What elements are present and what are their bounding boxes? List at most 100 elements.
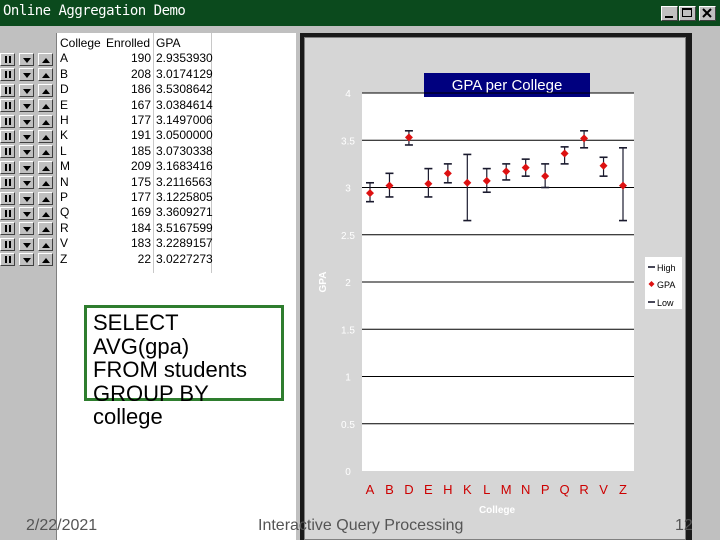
faster-button[interactable] [38, 53, 53, 66]
arrow-down-icon [23, 104, 31, 110]
faster-button[interactable] [38, 160, 53, 174]
slide-date: 2/22/2021 [26, 517, 98, 534]
faster-button[interactable] [38, 99, 53, 113]
row-control-group [0, 160, 56, 174]
arrow-down-icon [23, 58, 31, 63]
y-tick-label: 2.5 [341, 231, 355, 242]
cell-college: M [60, 159, 70, 174]
cell-college: K [60, 128, 69, 143]
faster-button[interactable] [38, 68, 53, 82]
faster-button[interactable] [38, 207, 53, 220]
arrow-up-icon [42, 119, 50, 125]
slower-button[interactable] [19, 130, 34, 143]
sql-query-box [84, 305, 284, 401]
pause-button[interactable] [0, 145, 15, 159]
cell-enrolled: 191 [130, 128, 151, 143]
gpa-point [443, 169, 452, 178]
cell-college: Z [60, 251, 68, 266]
pause-button[interactable] [0, 130, 15, 143]
cell-gpa: 3.0500000 [156, 128, 213, 143]
arrow-up-icon [42, 58, 50, 63]
close-button[interactable] [699, 6, 716, 21]
faster-button[interactable] [38, 237, 53, 251]
faster-button[interactable] [38, 130, 53, 143]
pause-button[interactable] [0, 99, 15, 113]
row-controls [0, 26, 56, 274]
arrow-down-icon [23, 258, 31, 264]
pause-button[interactable] [0, 191, 15, 205]
cell-enrolled: 184 [130, 220, 151, 235]
slower-button[interactable] [19, 68, 34, 82]
faster-button[interactable] [38, 145, 53, 159]
slower-button[interactable] [19, 237, 34, 251]
gpa-point [502, 167, 511, 176]
pause-button[interactable] [0, 83, 15, 97]
y-tick-label: 4 [345, 89, 351, 100]
faster-button[interactable] [38, 191, 53, 205]
slower-button[interactable] [19, 99, 34, 113]
pause-button[interactable] [0, 68, 15, 82]
cell-gpa: 3.5167599 [156, 220, 213, 235]
pause-icon [5, 179, 11, 187]
slower-button[interactable] [19, 83, 34, 97]
arrow-down-icon [23, 88, 31, 94]
pause-button[interactable] [0, 114, 15, 128]
x-tick-label: P [541, 482, 550, 497]
faster-button[interactable] [38, 83, 53, 97]
pause-button[interactable] [0, 253, 15, 267]
slower-button[interactable] [19, 53, 34, 66]
slower-button[interactable] [19, 253, 34, 267]
slower-button[interactable] [19, 145, 34, 159]
x-tick-label: M [501, 482, 512, 497]
header-gpa: GPA [156, 36, 181, 50]
pause-button[interactable] [0, 222, 15, 236]
cell-college: R [60, 220, 69, 235]
x-tick-label: K [463, 482, 472, 497]
pause-icon [5, 148, 11, 156]
table-row: V 183 3.2289157 [57, 236, 297, 251]
table-row: P 177 3.1225805 [57, 190, 297, 205]
maximize-button[interactable] [679, 6, 696, 21]
faster-button[interactable] [38, 176, 53, 190]
pause-button[interactable] [0, 160, 15, 174]
cell-enrolled: 22 [137, 251, 151, 266]
y-tick-label: 1 [345, 373, 351, 384]
y-tick-label: 0 [345, 467, 351, 478]
pause-button[interactable] [0, 176, 15, 190]
slower-button[interactable] [19, 114, 34, 128]
cell-gpa: 3.3609271 [156, 205, 213, 220]
pause-icon [5, 256, 11, 264]
legend-low-label: Low [657, 298, 674, 308]
pause-button[interactable] [0, 237, 15, 251]
faster-button[interactable] [38, 222, 53, 236]
arrow-down-icon [23, 150, 31, 156]
x-tick-label: A [366, 482, 375, 497]
slower-button[interactable] [19, 160, 34, 174]
gpa-point [560, 149, 569, 158]
arrow-down-icon [23, 227, 31, 233]
row-control-group [0, 130, 56, 143]
pause-button[interactable] [0, 207, 15, 220]
cell-college: D [60, 82, 69, 97]
legend-gpa-swatch [648, 281, 655, 287]
pause-button[interactable] [0, 53, 15, 66]
gpa-point [404, 133, 413, 142]
slower-button[interactable] [19, 191, 34, 205]
x-tick-label: N [521, 482, 530, 497]
slower-button[interactable] [19, 222, 34, 236]
slower-button[interactable] [19, 207, 34, 220]
minimize-icon [665, 16, 673, 18]
cell-college: L [60, 143, 67, 158]
maximize-icon [682, 8, 692, 17]
faster-button[interactable] [38, 114, 53, 128]
cell-gpa: 3.0227273 [156, 251, 213, 266]
cell-college: B [60, 66, 69, 81]
slower-button[interactable] [19, 176, 34, 190]
cell-gpa: 3.0174129 [156, 66, 213, 81]
pause-icon [5, 210, 11, 217]
minimize-button[interactable] [661, 6, 678, 21]
table-row: K 191 3.0500000 [57, 128, 297, 143]
row-control-group [0, 222, 56, 236]
faster-button[interactable] [38, 253, 53, 267]
